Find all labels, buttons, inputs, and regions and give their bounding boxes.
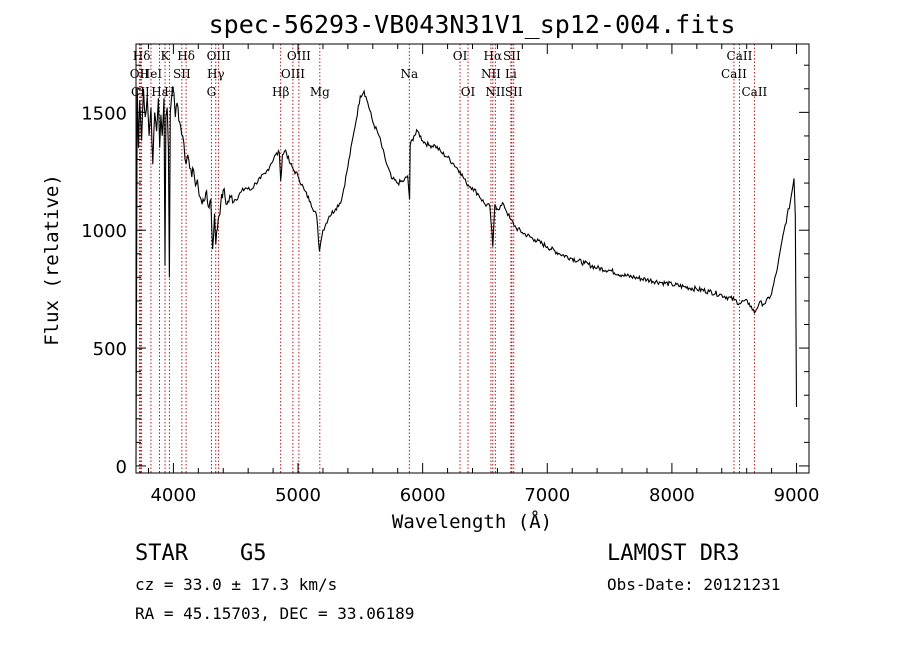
spectral-line-label: NII (481, 67, 501, 81)
observation-date: Obs-Date: 20121231 (607, 575, 780, 594)
spectral-line-label: HeI (140, 67, 163, 81)
object-subclass: G5 (240, 541, 267, 566)
spectral-line-label: Na (400, 67, 418, 81)
spectral-line-label: SII (505, 85, 523, 99)
spectral-line-label: CaII (741, 85, 767, 99)
y-tick-label: 500 (93, 339, 127, 360)
spectral-line-label: K (161, 49, 171, 63)
spectral-line-label: Hδ (177, 49, 195, 63)
coordinates: RA = 45.15703, DEC = 33.06189 (135, 604, 414, 623)
spectral-line-label: CaII (727, 49, 753, 63)
spectral-line-label: Mg (310, 85, 330, 99)
chart-title: spec-56293-VB043N31V1_sp12-004.fits (209, 10, 736, 39)
spectral-line-label: Hα (484, 49, 503, 63)
x-tick-label: 5000 (275, 485, 321, 506)
spectral-line-label: OI (461, 85, 476, 99)
axis-ticks: 4000 5000 6000 7000 8000 9000 0 500 1000 1500 (81, 44, 819, 506)
x-tick-label: 6000 (400, 485, 446, 506)
x-axis-label: Wavelength (Å) (392, 510, 552, 533)
redshift-velocity: cz = 33.0 ± 17.3 km/s (135, 575, 337, 594)
spectral-line-label: SII (503, 49, 521, 63)
x-tick-label: 8000 (649, 485, 695, 506)
y-tick-label: 0 (116, 457, 127, 478)
y-tick-label: 1000 (81, 221, 127, 242)
y-axis-label: Flux (relative) (41, 174, 63, 346)
spectral-line-label: OIII (287, 49, 311, 63)
spectral-line-label: G (207, 85, 217, 99)
spectral-line-label: Hε (151, 85, 168, 99)
x-tick-label: 4000 (150, 485, 196, 506)
object-class: STAR (135, 541, 189, 566)
y-tick-label: 1500 (81, 103, 127, 124)
x-tick-label: 9000 (774, 485, 820, 506)
spectral-line-label: CaII (721, 67, 747, 81)
spectral-line-label: OII (130, 67, 150, 81)
spectral-line-label: NII (485, 85, 505, 99)
spectral-line-label: OIII (207, 49, 231, 63)
spectral-line-label: Hβ (272, 85, 289, 99)
spectral-line-label: Hδ (133, 49, 151, 63)
spectral-line-label: Hγ (207, 67, 225, 81)
spectral-line-label: Li (505, 67, 517, 81)
survey-name: LAMOST DR3 (607, 541, 739, 566)
spectral-line-label: OI (453, 49, 468, 63)
spectral-line-label: OIII (281, 67, 305, 81)
spectral-line-label: SII (173, 67, 191, 81)
x-tick-label: 7000 (524, 485, 570, 506)
spectral-line-label: H (164, 85, 174, 99)
spectrum-line (135, 86, 798, 464)
plot-frame (135, 43, 810, 474)
